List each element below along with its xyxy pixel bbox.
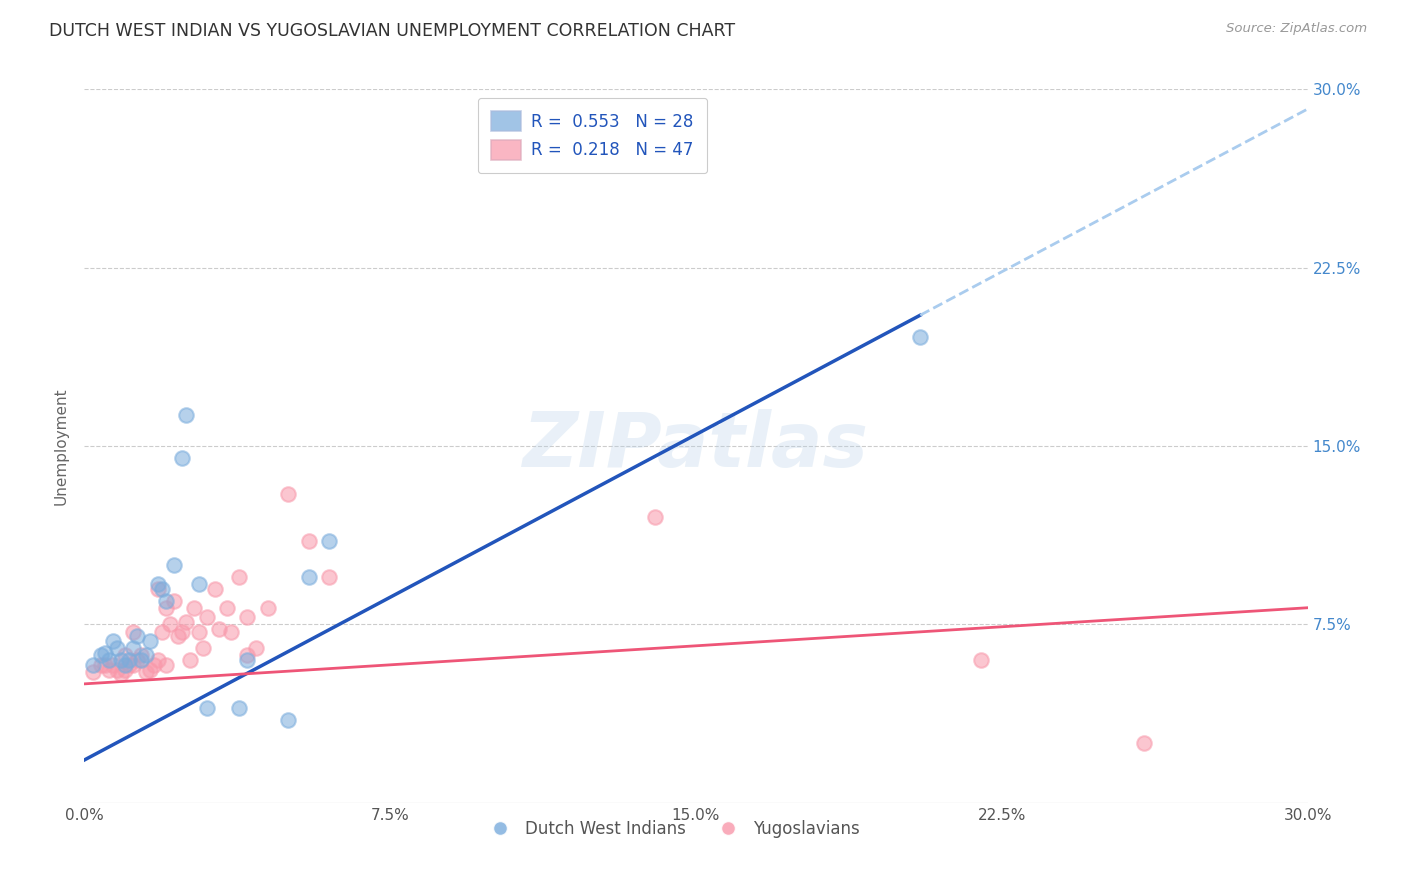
Point [127,629,149,643]
Point [277,713,299,727]
Point [910,329,932,343]
Point [159,617,181,632]
Point [131,648,153,663]
Point [105,641,128,656]
Point [195,610,218,624]
Point [191,641,214,656]
Y-axis label: Unemployment: Unemployment [53,387,69,505]
Point [122,657,145,672]
Point [146,582,169,596]
Point [82,665,104,679]
Point [228,570,250,584]
Point [114,648,136,663]
Point [90,648,112,663]
Point [82,657,104,672]
Point [208,622,231,636]
Point [118,653,141,667]
Point [257,600,280,615]
Point [183,600,205,615]
Point [135,665,157,679]
Point [219,624,242,639]
Point [236,653,259,667]
Point [97,663,120,677]
Point [101,657,124,672]
Point [172,450,194,465]
Point [114,663,136,677]
Point [90,657,112,672]
Point [138,634,160,648]
Point [204,582,226,596]
Point [155,593,177,607]
Point [122,641,145,656]
Point [97,653,120,667]
Point [105,663,128,677]
Point [127,653,149,667]
Point [187,624,209,639]
Point [146,653,169,667]
Point [174,408,197,422]
Point [298,534,321,549]
Point [644,510,666,524]
Point [277,486,299,500]
Point [114,657,136,672]
Point [970,653,993,667]
Point [163,558,186,572]
Point [150,582,173,596]
Point [138,663,160,677]
Point [228,700,250,714]
Text: Source: ZipAtlas.com: Source: ZipAtlas.com [1226,22,1367,36]
Point [236,648,259,663]
Point [122,624,145,639]
Point [118,657,141,672]
Legend: Dutch West Indians, Yugoslavians: Dutch West Indians, Yugoslavians [477,814,866,845]
Point [318,534,340,549]
Point [101,634,124,648]
Point [318,570,340,584]
Point [155,600,177,615]
Point [155,657,177,672]
Point [110,653,132,667]
Point [1133,736,1156,750]
Point [179,653,201,667]
Point [163,593,186,607]
Point [110,667,132,681]
Point [217,600,239,615]
Point [298,570,321,584]
Point [93,657,115,672]
Point [172,624,194,639]
Point [174,615,197,629]
Text: ZIPatlas: ZIPatlas [523,409,869,483]
Point [236,610,259,624]
Point [245,641,267,656]
Text: DUTCH WEST INDIAN VS YUGOSLAVIAN UNEMPLOYMENT CORRELATION CHART: DUTCH WEST INDIAN VS YUGOSLAVIAN UNEMPLO… [49,22,735,40]
Point [187,577,209,591]
Point [142,657,165,672]
Point [131,653,153,667]
Point [195,700,218,714]
Point [146,577,169,591]
Point [135,648,157,663]
Point [93,646,115,660]
Point [150,624,173,639]
Point [167,629,190,643]
